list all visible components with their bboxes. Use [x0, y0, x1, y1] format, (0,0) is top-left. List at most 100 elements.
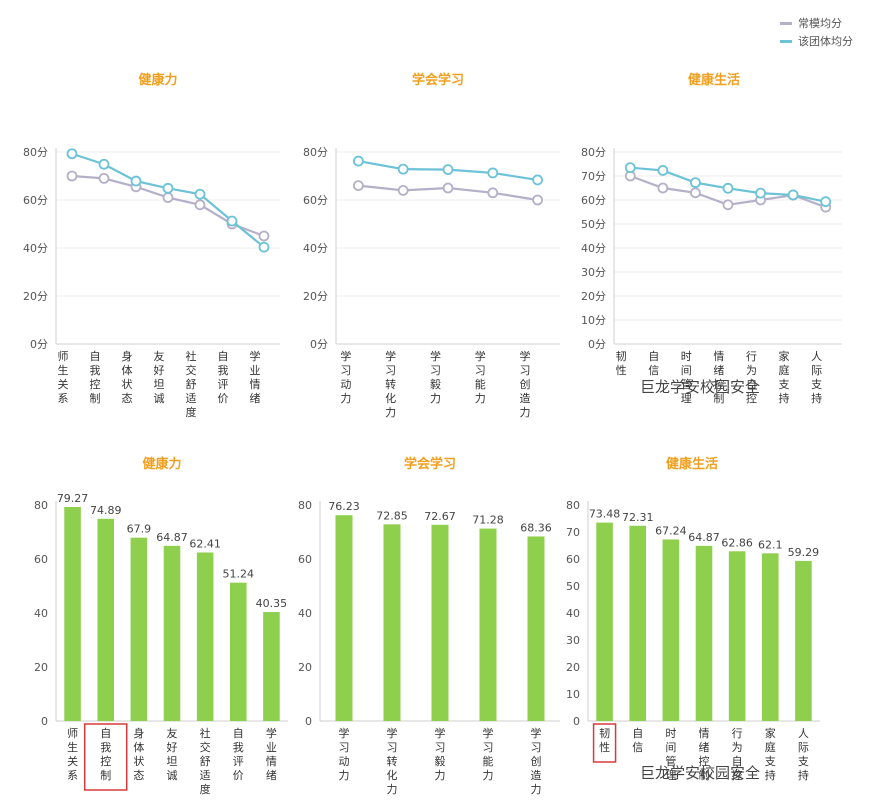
- bar: [527, 536, 545, 721]
- data-point: [722, 182, 734, 194]
- y-tick-label: 10: [566, 688, 580, 701]
- y-tick-label: 50: [566, 580, 580, 593]
- x-tick-label: 学习创造力: [531, 726, 542, 796]
- data-point: [624, 162, 636, 174]
- x-tick-label: 师生关系: [67, 727, 78, 782]
- y-tick-label: 0: [305, 715, 312, 728]
- y-tick-label: 0分: [310, 338, 328, 351]
- x-tick-label: 学习毅力: [435, 726, 446, 782]
- y-tick-label: 70分: [581, 170, 606, 183]
- x-tick-label: 韧性: [599, 727, 610, 754]
- y-tick-label: 60分: [23, 194, 48, 207]
- data-label: 64.87: [156, 531, 188, 544]
- legend-item-group: 该团体均分: [780, 32, 853, 50]
- y-tick-label: 0: [573, 715, 580, 728]
- x-tick-label: 家庭支持: [779, 349, 790, 405]
- data-point: [442, 182, 454, 194]
- x-tick-label: 自我控制: [100, 727, 111, 782]
- x-tick-label: 行为自控: [732, 727, 743, 782]
- y-tick-label: 50分: [581, 218, 606, 231]
- data-point: [487, 167, 499, 179]
- data-label: 40.35: [256, 597, 288, 610]
- x-tick-label: 学习动力: [339, 726, 350, 782]
- data-point: [755, 187, 766, 199]
- x-tick-label: 学习转化力: [385, 349, 396, 419]
- x-tick-label: 自信: [648, 350, 659, 377]
- data-point: [130, 175, 142, 187]
- legend-swatch-group: [780, 39, 792, 43]
- bar: [64, 506, 81, 721]
- x-tick-label: 情绪控制: [713, 350, 724, 405]
- y-tick-label: 20分: [581, 290, 606, 303]
- y-tick-label: 0: [41, 715, 48, 728]
- bar: [130, 537, 148, 721]
- y-tick-label: 40分: [581, 242, 606, 255]
- y-tick-label: 40分: [23, 242, 48, 255]
- bar: [479, 528, 497, 721]
- chart-title: 健康生活: [688, 72, 740, 88]
- chart-title: 健康力: [142, 456, 181, 472]
- chart-title: 学会学习: [412, 72, 464, 88]
- x-tick-label: 韧性: [616, 350, 627, 377]
- data-label: 72.85: [376, 509, 408, 522]
- data-label: 62.41: [189, 537, 221, 550]
- y-tick-label: 20: [34, 661, 48, 674]
- y-tick-label: 60分: [581, 194, 606, 207]
- x-tick-label: 人际支持: [811, 350, 822, 405]
- data-label: 62.86: [721, 536, 753, 549]
- x-tick-label: 身体状态: [122, 349, 133, 405]
- bar: [629, 525, 646, 721]
- x-tick-label: 自信: [632, 727, 643, 754]
- data-point: [258, 230, 270, 242]
- chart-legend: 常模均分 该团体均分: [780, 14, 853, 50]
- data-point: [258, 241, 270, 253]
- data-label: 73.48: [589, 508, 621, 521]
- highlight-box: [592, 723, 617, 763]
- x-tick-label: 社交舒适度: [200, 726, 211, 796]
- x-tick-label: 时间管理: [665, 727, 676, 782]
- data-label: 72.67: [424, 510, 456, 523]
- data-label: 59.29: [788, 546, 820, 559]
- x-tick-label: 师生关系: [58, 350, 69, 405]
- bar: [163, 545, 181, 721]
- y-tick-label: 30: [566, 634, 580, 647]
- y-tick-label: 20: [298, 661, 312, 674]
- x-tick-label: 学习创造力: [520, 349, 531, 419]
- data-point: [690, 177, 701, 189]
- data-label: 67.9: [127, 523, 152, 536]
- data-label: 72.31: [622, 511, 654, 524]
- data-point: [352, 180, 364, 192]
- y-tick-label: 0分: [30, 338, 48, 351]
- bar: [596, 522, 613, 721]
- data-point: [194, 188, 206, 200]
- data-point: [487, 187, 499, 199]
- y-tick-label: 60分: [303, 194, 328, 207]
- y-tick-label: 80分: [581, 146, 606, 159]
- data-point: [722, 199, 734, 211]
- chart-panel-4: 学会学习 0 20 40 60 80 学习动力 学习转化力 学习毅力 学习能力 学习创造力 76.23…: [298, 456, 560, 796]
- data-point: [352, 155, 364, 167]
- data-point: [820, 196, 832, 208]
- legend-item-norm: 常模均分: [780, 14, 853, 32]
- x-tick-label: 学习能力: [475, 349, 486, 405]
- data-point: [194, 199, 206, 211]
- y-tick-label: 80: [566, 499, 580, 512]
- bar: [795, 560, 812, 721]
- x-tick-label: 人际支持: [798, 727, 809, 782]
- bar: [728, 551, 746, 721]
- x-tick-label: 自我评价: [218, 350, 229, 405]
- x-tick-label: 学习转化力: [387, 726, 398, 796]
- data-point: [397, 163, 409, 175]
- x-tick-label: 学业情绪: [266, 726, 277, 782]
- x-tick-label: 学业情绪: [250, 349, 261, 405]
- x-tick-label: 自我评价: [233, 727, 244, 782]
- bar: [263, 612, 280, 721]
- y-tick-label: 20: [566, 661, 580, 674]
- y-tick-label: 80: [34, 499, 48, 512]
- y-tick-label: 20分: [303, 290, 328, 303]
- x-tick-label: 友好坦诚: [154, 349, 165, 405]
- data-label: 79.27: [57, 492, 89, 505]
- y-tick-label: 60: [566, 553, 580, 566]
